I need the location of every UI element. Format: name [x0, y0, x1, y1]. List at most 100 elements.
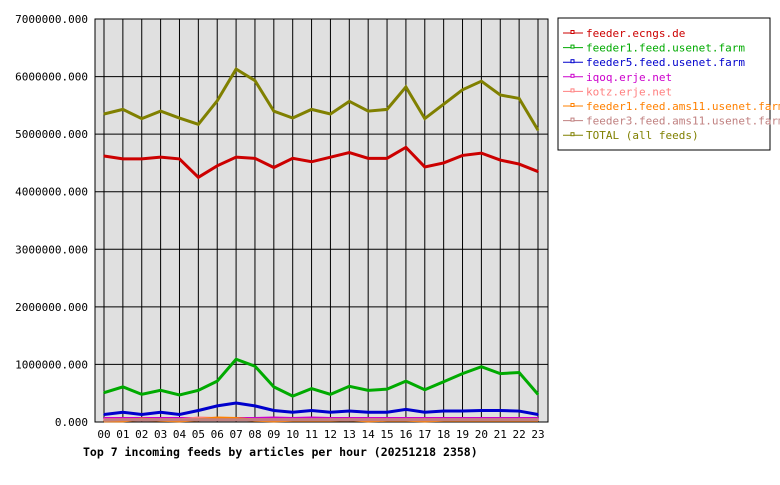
data-point — [329, 113, 332, 115]
legend-label: feeder1.feed.usenet.farm — [586, 42, 745, 55]
data-point — [518, 418, 520, 421]
data-point — [122, 108, 124, 111]
data-point — [329, 411, 332, 414]
data-point — [461, 418, 464, 421]
data-point — [537, 393, 539, 396]
data-point — [442, 162, 445, 164]
x-tick-label: 16 — [399, 428, 412, 441]
data-point — [103, 413, 105, 416]
data-point — [386, 418, 388, 421]
data-point — [329, 418, 332, 421]
data-point — [367, 157, 369, 160]
series-line — [103, 67, 540, 131]
data-point — [367, 418, 369, 421]
data-point — [197, 409, 200, 412]
legend-marker — [570, 103, 575, 107]
data-point — [461, 89, 464, 91]
y-tick-label: 2000000.000 — [15, 301, 88, 314]
data-point — [235, 68, 237, 70]
data-point — [480, 80, 483, 82]
data-point — [310, 418, 313, 421]
legend-marker — [570, 59, 575, 64]
data-point — [423, 166, 426, 168]
x-tick-label: 19 — [456, 428, 469, 441]
data-point — [291, 395, 294, 397]
data-point — [480, 418, 483, 421]
x-tick-label: 14 — [362, 428, 376, 441]
legend-marker — [570, 73, 575, 78]
data-point — [367, 411, 369, 414]
data-point — [348, 418, 351, 421]
data-point — [348, 100, 351, 103]
data-point — [537, 418, 539, 421]
data-point — [235, 156, 237, 158]
legend-label: iqoq.erje.net — [586, 71, 672, 84]
x-tick-label: 06 — [211, 428, 224, 441]
data-point — [159, 418, 162, 421]
chart-title: Top 7 incoming feeds by articles per hou… — [83, 445, 478, 459]
series-line — [103, 145, 539, 180]
data-point — [159, 411, 162, 414]
data-point — [499, 372, 502, 375]
data-point — [273, 386, 275, 388]
data-point — [480, 409, 483, 412]
x-tick-label: 12 — [324, 428, 337, 441]
data-point — [159, 389, 162, 392]
data-point — [423, 411, 426, 414]
data-point — [216, 380, 219, 382]
data-point — [235, 358, 237, 361]
legend-label: feeder.ecngs.de — [586, 27, 685, 40]
x-tick-label: 15 — [380, 428, 393, 441]
y-tick-label: 3000000.000 — [15, 243, 88, 256]
data-point — [386, 108, 388, 111]
x-tick-label: 21 — [494, 428, 507, 441]
data-point — [273, 166, 275, 169]
data-point — [405, 408, 407, 411]
data-point — [122, 418, 124, 421]
data-point — [423, 418, 426, 421]
data-point — [122, 158, 124, 160]
data-point — [159, 110, 162, 112]
x-tick-label: 05 — [192, 428, 205, 441]
data-point — [291, 418, 294, 421]
y-tick-label: 1000000.000 — [15, 358, 88, 371]
data-point — [310, 160, 313, 163]
data-point — [140, 413, 143, 416]
data-point — [235, 418, 237, 421]
data-point — [254, 418, 256, 421]
x-tick-label: 02 — [135, 428, 148, 441]
data-point — [140, 418, 143, 421]
data-point — [480, 365, 483, 368]
data-point — [442, 103, 445, 106]
data-point — [442, 418, 445, 421]
legend: feeder.ecngs.de feeder1.feed.usenet.farm f… — [557, 17, 780, 151]
data-point — [178, 413, 181, 416]
data-point — [348, 410, 351, 412]
series-line — [103, 357, 540, 398]
data-point — [329, 393, 332, 396]
legend-label: feeder1.feed.ams11.usenet.farm — [586, 100, 780, 113]
data-point — [310, 409, 313, 412]
data-point — [499, 418, 502, 421]
legend-marker — [570, 44, 575, 49]
data-point — [103, 113, 105, 115]
data-point — [518, 371, 520, 374]
data-point — [480, 152, 483, 154]
x-tick-label: 09 — [267, 428, 280, 441]
data-point — [273, 110, 275, 112]
data-point — [178, 117, 181, 119]
data-point — [499, 409, 502, 412]
data-point — [405, 418, 407, 421]
data-point — [348, 151, 351, 154]
data-point — [499, 159, 502, 161]
data-point — [367, 110, 369, 112]
data-point — [140, 158, 143, 160]
data-point — [178, 418, 181, 421]
data-point — [216, 418, 219, 421]
data-point — [103, 391, 105, 394]
x-tick-label: 22 — [513, 428, 526, 441]
x-tick-label: 18 — [437, 428, 450, 441]
data-point — [291, 117, 294, 119]
series-line — [103, 401, 539, 417]
